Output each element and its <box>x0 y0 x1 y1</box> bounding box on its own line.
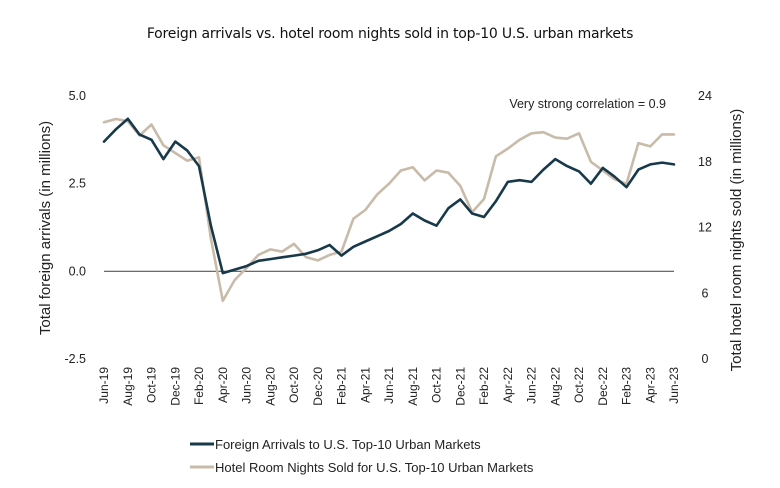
x-tick-label: Dec-21 <box>453 367 467 406</box>
right-y-axis-label: Total hotel room nights sold (in million… <box>728 109 745 372</box>
x-tick-label: Jun-20 <box>240 367 254 404</box>
x-tick-label: Apr-20 <box>216 367 230 403</box>
x-tick-label: Oct-21 <box>430 367 444 403</box>
x-tick-label: Apr-23 <box>643 367 657 403</box>
legend-label-foreign-arrivals: Foreign Arrivals to U.S. Top-10 Urban Ma… <box>215 437 481 452</box>
x-tick-label: Dec-20 <box>311 367 325 406</box>
x-axis-ticks: Jun-19 Aug-19 Oct-19 Dec-19 Feb-20 Apr-20 Jun-… <box>97 367 681 406</box>
x-tick-label: Oct-22 <box>572 367 586 403</box>
x-tick-label: Jun-21 <box>382 367 396 404</box>
x-tick-label: Feb-22 <box>477 367 491 405</box>
left-y-axis-label: Total foreign arrivals (in millions) <box>37 121 54 335</box>
series-line-hotel-room-nights <box>102 117 676 303</box>
right-y-axis-ticks: 24 18 12 6 0 <box>698 89 712 366</box>
right-y-tick-label: 24 <box>698 89 712 103</box>
series-line-foreign-arrivals <box>102 117 676 275</box>
x-tick-label: Oct-20 <box>287 367 301 403</box>
series-layer <box>102 117 676 303</box>
correlation-annotation: Very strong correlation = 0.9 <box>509 97 666 111</box>
x-tick-label: Aug-20 <box>263 367 277 406</box>
chart-title: Foreign arrivals vs. hotel room nights s… <box>146 26 634 42</box>
x-tick-label: Aug-21 <box>406 367 420 406</box>
right-y-tick-label: 6 <box>702 286 709 300</box>
right-y-tick-label: 0 <box>702 352 709 366</box>
left-y-tick-label: 0.0 <box>69 264 86 278</box>
left-y-tick-label: 5.0 <box>69 89 86 103</box>
right-y-tick-label: 12 <box>698 221 712 235</box>
right-y-tick-label: 18 <box>698 155 712 169</box>
x-tick-label: Apr-22 <box>501 367 515 403</box>
left-y-tick-label: -2.5 <box>64 352 86 366</box>
x-tick-label: Jun-19 <box>97 367 111 404</box>
x-tick-label: Feb-23 <box>620 367 634 405</box>
x-tick-label: Jun-22 <box>525 367 539 404</box>
left-y-axis-ticks: 5.0 2.5 0.0 -2.5 <box>64 89 86 366</box>
x-tick-label: Aug-19 <box>121 367 135 406</box>
legend: Foreign Arrivals to U.S. Top-10 Urban Ma… <box>190 437 534 475</box>
x-tick-label: Oct-19 <box>145 367 159 403</box>
x-tick-label: Dec-22 <box>596 367 610 406</box>
x-tick-label: Apr-21 <box>358 367 372 403</box>
x-tick-label: Jun-23 <box>667 367 681 404</box>
legend-label-hotel-room-nights: Hotel Room Nights Sold for U.S. Top-10 U… <box>215 460 534 475</box>
x-tick-label: Aug-22 <box>548 367 562 406</box>
x-tick-label: Dec-19 <box>168 367 182 406</box>
left-y-tick-label: 2.5 <box>69 177 86 191</box>
x-tick-label: Feb-21 <box>335 367 349 405</box>
x-tick-label: Feb-20 <box>192 367 206 405</box>
